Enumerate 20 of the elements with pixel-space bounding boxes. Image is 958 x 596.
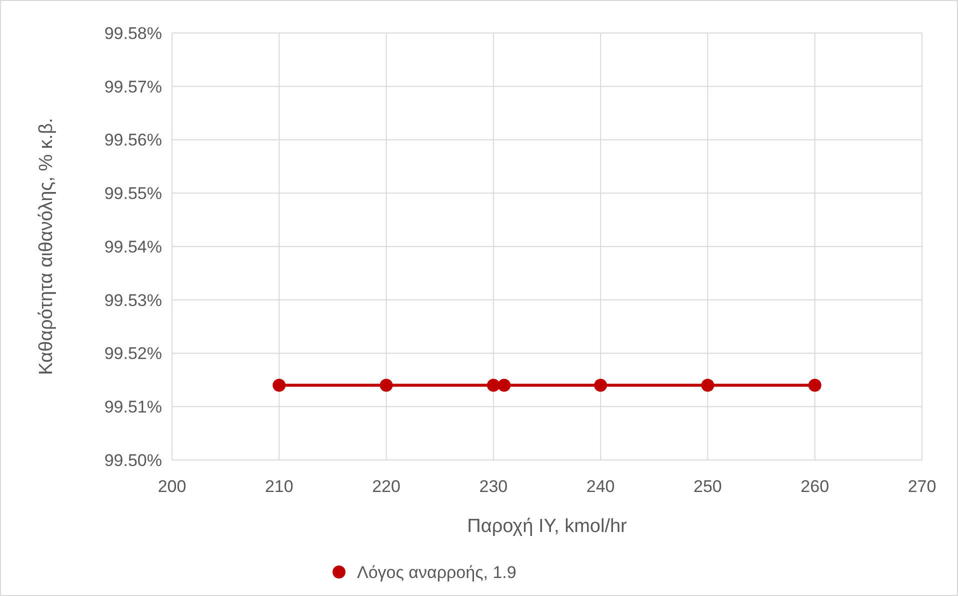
y-tick-label: 99.57% bbox=[104, 77, 162, 96]
x-tick-label: 210 bbox=[264, 477, 294, 496]
y-tick-label: 99.54% bbox=[104, 237, 162, 256]
x-tick-label: 240 bbox=[586, 477, 615, 496]
x-tick-label: 230 bbox=[479, 477, 508, 496]
y-tick-label: 99.55% bbox=[104, 184, 162, 204]
y-tick-label: 99.58% bbox=[104, 24, 162, 43]
legend-label: Λόγος αναρροής, 1.9 bbox=[357, 563, 516, 582]
x-tick-label: 220 bbox=[372, 477, 400, 496]
x-tick-label: 250 bbox=[694, 477, 722, 496]
y-axis-title: Καθαρότητα αιθανόλης, % κ.β. bbox=[36, 118, 57, 376]
y-tick-label: 99.53% bbox=[104, 290, 162, 310]
x-tick-label: 270 bbox=[908, 477, 936, 496]
x-axis-title: Παροχή ΙΥ, kmol/hr bbox=[467, 516, 628, 537]
x-tick-label: 200 bbox=[158, 477, 186, 496]
y-tick-label: 99.50% bbox=[104, 450, 162, 470]
x-tick-label: 260 bbox=[800, 477, 830, 496]
y-tick-label: 99.52% bbox=[104, 344, 162, 364]
y-tick-label: 99.56% bbox=[104, 130, 162, 150]
y-tick-label: 99.51% bbox=[104, 398, 162, 417]
